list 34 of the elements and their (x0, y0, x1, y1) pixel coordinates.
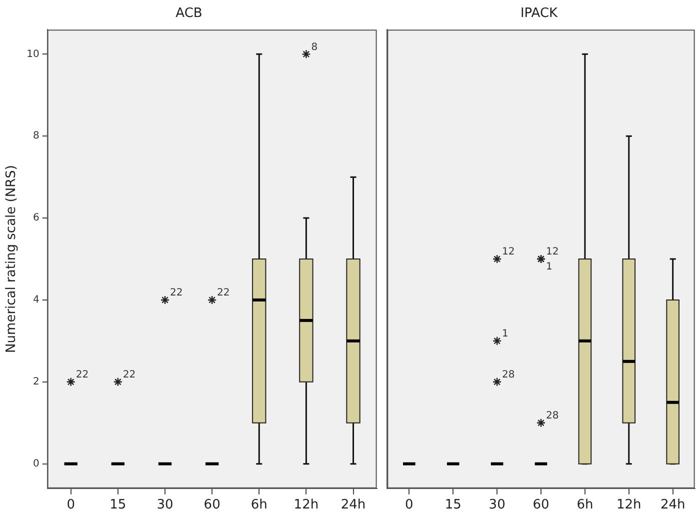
x-tick-label: 15 (110, 498, 126, 513)
x-tick-label: 30 (488, 498, 506, 513)
annotation: 1 (546, 262, 552, 273)
x-tick-label: 30 (156, 498, 174, 513)
y-axis-title: Numerical rating scale (NRS) (4, 165, 20, 353)
y-tick-label: 4 (32, 294, 40, 306)
x-tick-label: 24h (340, 498, 366, 513)
x-tick-label: 12h (616, 498, 642, 513)
x-tick-label: 12h (294, 498, 319, 513)
x-tick-label: 0 (66, 498, 75, 513)
annotation: 12 (502, 246, 515, 258)
x-tick-label: 60 (532, 498, 550, 513)
y-tick-label: 2 (32, 376, 40, 388)
annotation: 22 (76, 369, 89, 380)
x-tick-label: 6h (576, 498, 594, 513)
annotation: 22 (170, 288, 183, 299)
chart-title: IPACK (520, 6, 558, 22)
x-tick-label: 60 (204, 498, 220, 513)
y-tick-label: 0 (32, 458, 40, 470)
annotation: 28 (546, 410, 559, 422)
y-tick-label: 10 (26, 48, 40, 60)
x-tick-label: 0 (405, 498, 414, 513)
x-tick-label: 24h (660, 498, 686, 513)
annotation: 28 (502, 369, 515, 380)
y-tick-label: 8 (32, 130, 40, 142)
annotation: 8 (311, 42, 318, 53)
x-tick-label: 15 (444, 498, 462, 513)
annotation: 22 (217, 288, 230, 299)
y-tick-label: 6 (32, 212, 40, 224)
chart-title: ACB (176, 6, 202, 22)
annotation: 1 (502, 328, 508, 340)
annotation: 12 (546, 246, 559, 258)
annotation: 22 (122, 369, 136, 380)
x-tick-label: 6h (250, 498, 268, 513)
